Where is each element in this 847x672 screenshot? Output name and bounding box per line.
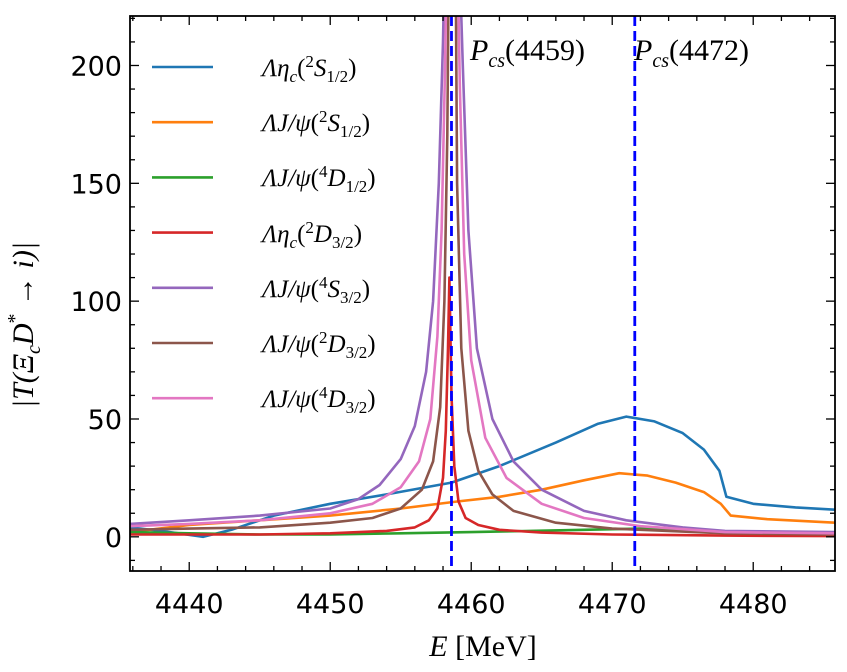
legend-L: D: [327, 331, 346, 358]
legend-mult: 2: [319, 328, 328, 347]
y-tick-label: 100: [70, 287, 122, 318]
legend-entry: Ληc2D3/2: [232, 218, 432, 252]
tick-layer: 4440 4450 4460 4470 4480 0 50 100 150 200: [70, 16, 835, 620]
legend-term: 4D1/2: [311, 162, 376, 196]
legend-base: Λη: [262, 220, 290, 248]
legend-term: 2D3/2: [297, 217, 362, 252]
x-tick-label: 4460: [437, 589, 506, 620]
legend-base: ΛJ/ψ: [262, 165, 311, 193]
series-line-6: [130, 16, 835, 535]
series-layer: [130, 16, 835, 539]
xlabel-var: E: [429, 630, 448, 663]
legend-J: 3/2: [345, 343, 368, 362]
legend-entry: ΛJ/ψ4D3/2: [232, 383, 432, 417]
y-tick-label: 0: [105, 523, 122, 554]
legend-J: 1/2: [345, 177, 368, 197]
ylabel-sub: c: [23, 345, 45, 355]
x-tick-label: 4470: [578, 589, 647, 620]
legend-J: 1/2: [340, 122, 362, 142]
legend-L: D: [313, 220, 332, 248]
legend-J: 3/2: [331, 232, 354, 252]
legend-term: 2S1/2: [311, 107, 370, 141]
annot-symbol: P: [634, 34, 653, 67]
legend-base: ΛJ/ψ: [262, 275, 311, 303]
legend-label: ΛJ/ψ4D1/2: [262, 162, 376, 197]
legend-label: ΛJ/ψ4S3/2: [262, 273, 370, 308]
y-axis-label: |T(ΞcD* → i)|: [4, 175, 46, 475]
x-tick-label: 4480: [719, 589, 788, 620]
annotation-pcs-4472: Pcs(4472): [634, 34, 749, 73]
series-line-5: [130, 16, 835, 536]
y-tick-label: 50: [88, 405, 122, 436]
annotation-pcs-4459: Pcs(4459): [470, 34, 585, 73]
legend-label: ΛJ/ψ2S1/2: [262, 107, 370, 142]
legend-term: 2S1/2: [297, 52, 356, 86]
y-tick-label: 150: [70, 169, 122, 200]
legend-entry: Ληc2S1/2: [232, 52, 432, 86]
legend-label: Ληc2S1/2: [262, 52, 356, 87]
legend-label: ΛJ/ψ4D3/2: [262, 383, 376, 418]
legend-entry: ΛJ/ψ2D3/2: [232, 328, 432, 362]
y-tick-label: 200: [70, 51, 122, 82]
annot-value: (4459): [505, 34, 585, 67]
legend-entry: ΛJ/ψ2S1/2: [232, 107, 432, 141]
legend-mult: 4: [319, 383, 328, 403]
series-line-3: [130, 276, 835, 538]
legend-L: S: [327, 275, 341, 303]
annot-value: (4472): [669, 34, 749, 67]
legend-label: ΛJ/ψ2D3/2: [262, 328, 376, 363]
legend-mult: 2: [305, 217, 314, 237]
legend-J: 3/2: [345, 398, 368, 418]
legend-J: 3/2: [340, 287, 362, 307]
legend-base-sub: c: [289, 232, 298, 252]
legend-mult: 4: [319, 272, 328, 292]
ylabel-pre: |T(Ξ: [7, 354, 40, 409]
legend-base: ΛJ/ψ: [262, 110, 311, 138]
legend-base: Λη: [262, 55, 290, 82]
legend-base: ΛJ/ψ: [262, 331, 311, 358]
legend-label: Ληc2D3/2: [262, 218, 362, 253]
legend-L: D: [327, 386, 346, 414]
x-tick-label: 4450: [296, 589, 365, 620]
legend-base: ΛJ/ψ: [262, 386, 311, 414]
x-axis-label: E [MeV]: [383, 630, 583, 664]
x-tick-label: 4440: [155, 589, 224, 620]
vline-layer: [450, 16, 637, 571]
legend-L: S: [313, 55, 327, 82]
ylabel-post: → i)|: [7, 241, 40, 314]
series-line-4: [130, 16, 835, 534]
legend-term: 4S3/2: [311, 272, 370, 307]
annot-symbol: P: [470, 34, 489, 67]
legend-entry: ΛJ/ψ4S3/2: [232, 273, 432, 307]
annot-sub: cs: [488, 50, 505, 72]
legend-entry: ΛJ/ψ4D1/2: [232, 162, 432, 196]
legend-term: 2D3/2: [311, 328, 376, 362]
annot-sub: cs: [652, 50, 669, 72]
xlabel-unit: [MeV]: [455, 630, 537, 663]
series-line-1: [130, 471, 835, 534]
legend-lines: [152, 65, 213, 400]
legend-mult: 4: [319, 162, 328, 182]
ylabel-sup: *: [4, 313, 26, 324]
legend-mult: 2: [319, 107, 328, 127]
legend-L: D: [327, 165, 346, 193]
plot-frame: [129, 15, 836, 572]
legend-base-sub: c: [289, 67, 298, 86]
legend-term: 4D3/2: [311, 383, 376, 417]
legend-L: S: [327, 110, 341, 138]
legend-mult: 2: [305, 52, 314, 71]
legend-J: 1/2: [326, 67, 349, 86]
ylabel-mid: D: [7, 323, 40, 346]
